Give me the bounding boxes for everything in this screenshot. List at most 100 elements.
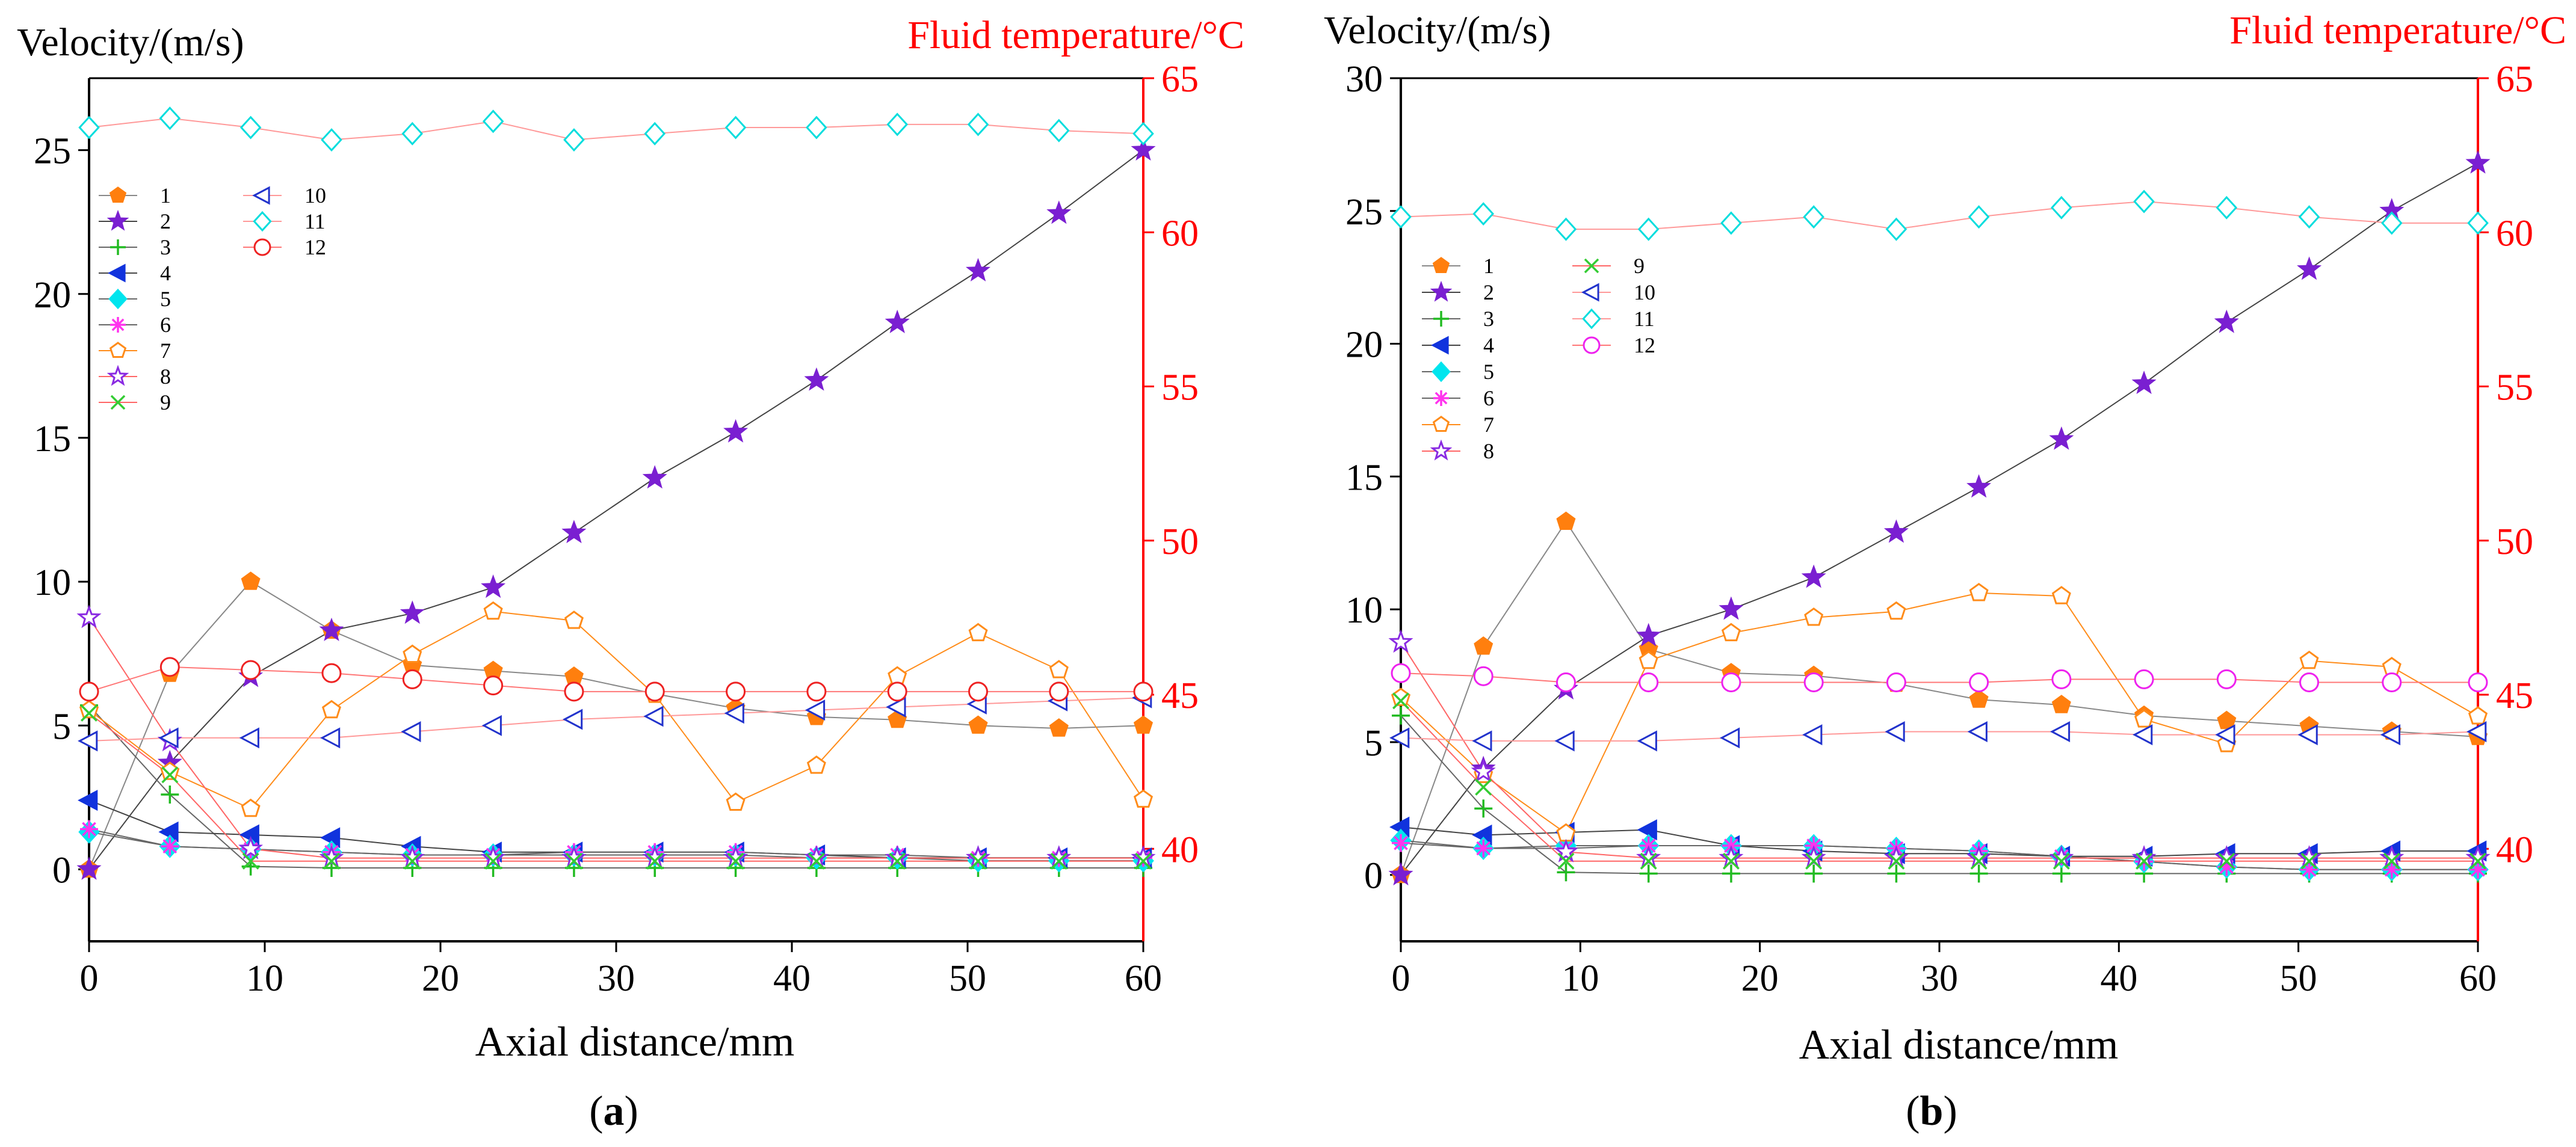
chart-a-series-11-line <box>88 117 1144 141</box>
chart-a-series-7-line <box>88 610 1144 810</box>
chart-a-legend-marker-5 <box>108 288 128 310</box>
chart-b-series-10-point <box>2380 724 2401 746</box>
chart-b-legend-label-7: 7 <box>1483 413 1494 437</box>
chart-a-series-10-point <box>562 709 583 730</box>
chart-a-series-7-point <box>321 700 341 719</box>
chart-b-series-1-point <box>1474 636 1493 655</box>
chart-a-legend-marker-11 <box>253 211 272 232</box>
chart-b-x-tick-label: 20 <box>1741 958 1779 999</box>
chart-a-series-10-point <box>481 715 502 736</box>
chart-b-series-2-point <box>2049 426 2074 450</box>
chart-a-series-7-point <box>726 792 746 811</box>
chart-b-series-2-point <box>2214 309 2239 333</box>
chart-a-y-tick-label-left: 25 <box>34 131 71 172</box>
chart-b-series-2-point <box>2465 150 2491 174</box>
chart-a-legend-marker-12 <box>253 238 271 256</box>
chart-b-series-12-point <box>1969 672 1989 692</box>
chart-b-series-11-point <box>1885 217 1907 241</box>
chart-b-series-9-point <box>2136 852 2153 870</box>
chart-a-series-11-point <box>401 121 424 146</box>
chart-a-series-11-point <box>482 109 504 134</box>
chart-b-series-9-point <box>2383 852 2400 870</box>
chart-a-y-tick-label-right: 65 <box>1161 59 1199 100</box>
chart-a-series-10-point <box>401 721 421 742</box>
chart-a-legend-label-12: 12 <box>304 235 326 259</box>
chart-a-series-11-point <box>239 115 262 140</box>
chart-a-series-11-point <box>159 106 181 131</box>
chart-b-x-tick-label: 10 <box>1561 958 1599 999</box>
chart-a-series-2-point <box>319 617 344 641</box>
chart-a-xlabel: Axial distance/mm <box>475 1019 795 1065</box>
chart-b-series-6-line <box>1400 842 2478 870</box>
chart-b-series-11-line <box>1400 200 2478 230</box>
chart-b-series-1-point <box>1556 511 1576 530</box>
chart-b-legend-marker-10 <box>1581 283 1599 302</box>
chart-a-series-2-point <box>1046 200 1072 224</box>
chart-a-series-2-point <box>723 419 749 443</box>
chart-b-series-12-point <box>1555 672 1576 692</box>
chart-a-panel-label-open: ( <box>589 1088 603 1134</box>
chart-b-series-8-point <box>1553 838 1579 863</box>
chart-b-series-3-point <box>1557 863 1575 882</box>
chart-b-series-9-point <box>2052 852 2070 870</box>
chart-a-legend-marker-7 <box>109 342 127 358</box>
chart-b-legend-label-4: 4 <box>1483 333 1494 357</box>
chart-b-series-9-point <box>1805 852 1823 870</box>
chart-b-legend-marker-6 <box>1433 390 1449 406</box>
chart-b-series-10-line <box>1400 731 2479 742</box>
chart-b-y-tick-label-left: 5 <box>1364 723 1383 764</box>
chart-b-series-11-point <box>1555 217 1577 241</box>
chart-b-legend-label-3: 3 <box>1483 307 1494 331</box>
chart-b-series-4-line <box>1400 826 2478 857</box>
chart-b-ylabel-right: Fluid temperature/°C <box>2229 8 2566 52</box>
chart-b-legend-marker-11 <box>1582 308 1601 330</box>
chart-a-x-tick-label: 30 <box>598 958 635 999</box>
chart-b-series-10-point <box>1472 730 1492 752</box>
chart-b-legend-label-12: 12 <box>1634 333 1655 357</box>
chart-a-series-12-point <box>79 681 99 702</box>
chart-a-y-tick-label-right: 55 <box>1161 367 1199 408</box>
chart-b-series-6-point <box>1392 834 1410 852</box>
chart-a-series-9-point <box>484 852 502 870</box>
chart-b-panel-label-letter: b <box>1920 1088 1944 1134</box>
chart-a-series-6-point <box>80 820 98 838</box>
chart-b-series-9-point <box>1888 852 1905 870</box>
chart-b-series-7-point <box>2468 706 2488 725</box>
chart-a-series-9-line <box>88 713 1143 862</box>
chart-a-series-2-point <box>642 465 667 489</box>
chart-a-series-1-point <box>1133 715 1154 734</box>
chart-b-series-2-point <box>1966 474 1992 498</box>
chart-a-series-6-line <box>88 828 1143 859</box>
chart-a-series-8-point <box>76 604 102 629</box>
chart-b-series-8-point <box>1471 758 1496 783</box>
chart-a-series-11-point <box>563 128 585 152</box>
chart-a-series-3-line <box>88 705 1143 869</box>
chart-a-series-2-point <box>481 574 506 598</box>
chart-a-series-11-point <box>1048 118 1070 143</box>
chart-b-y-tick-label-right: 45 <box>2496 675 2533 716</box>
chart-a-series-12-line <box>88 666 1143 692</box>
chart-b-series-2-point <box>1636 623 1661 647</box>
chart-a-series-11-point <box>644 121 666 146</box>
chart-b-series-11-point <box>2051 195 2072 220</box>
chart-b-series-3-point <box>1392 706 1410 725</box>
chart-b-series-7-point <box>1886 601 1906 620</box>
chart-b-series-12-point <box>1803 672 1824 692</box>
chart-a-legend-marker-8 <box>107 364 129 386</box>
chart-a-series-9-point <box>889 852 906 870</box>
chart-a-panel-label-close: ) <box>625 1088 638 1134</box>
chart-a-series-1-line <box>88 580 1144 870</box>
chart-a-series-9-point <box>646 852 664 870</box>
chart-b-series-7-point <box>1804 607 1824 626</box>
chart-b-y-tick-label-left: 15 <box>1345 457 1383 498</box>
chart-a-series-8-line <box>88 617 1143 859</box>
chart-a-y-tick-label-left: 5 <box>52 706 71 747</box>
chart-a-series-2-point <box>561 520 587 544</box>
chart-b-x-tick-label: 30 <box>1921 958 1958 999</box>
chart-b-series-11-point <box>1968 205 1990 229</box>
chart-a-series-10-point <box>643 706 664 727</box>
chart-b-series-10-point <box>2297 724 2318 746</box>
chart-a-legend-label-2: 2 <box>160 209 171 233</box>
chart-panel-b: Velocity/(m/s) Fluid temperature/°C 0 10 2… <box>1324 8 2566 1134</box>
